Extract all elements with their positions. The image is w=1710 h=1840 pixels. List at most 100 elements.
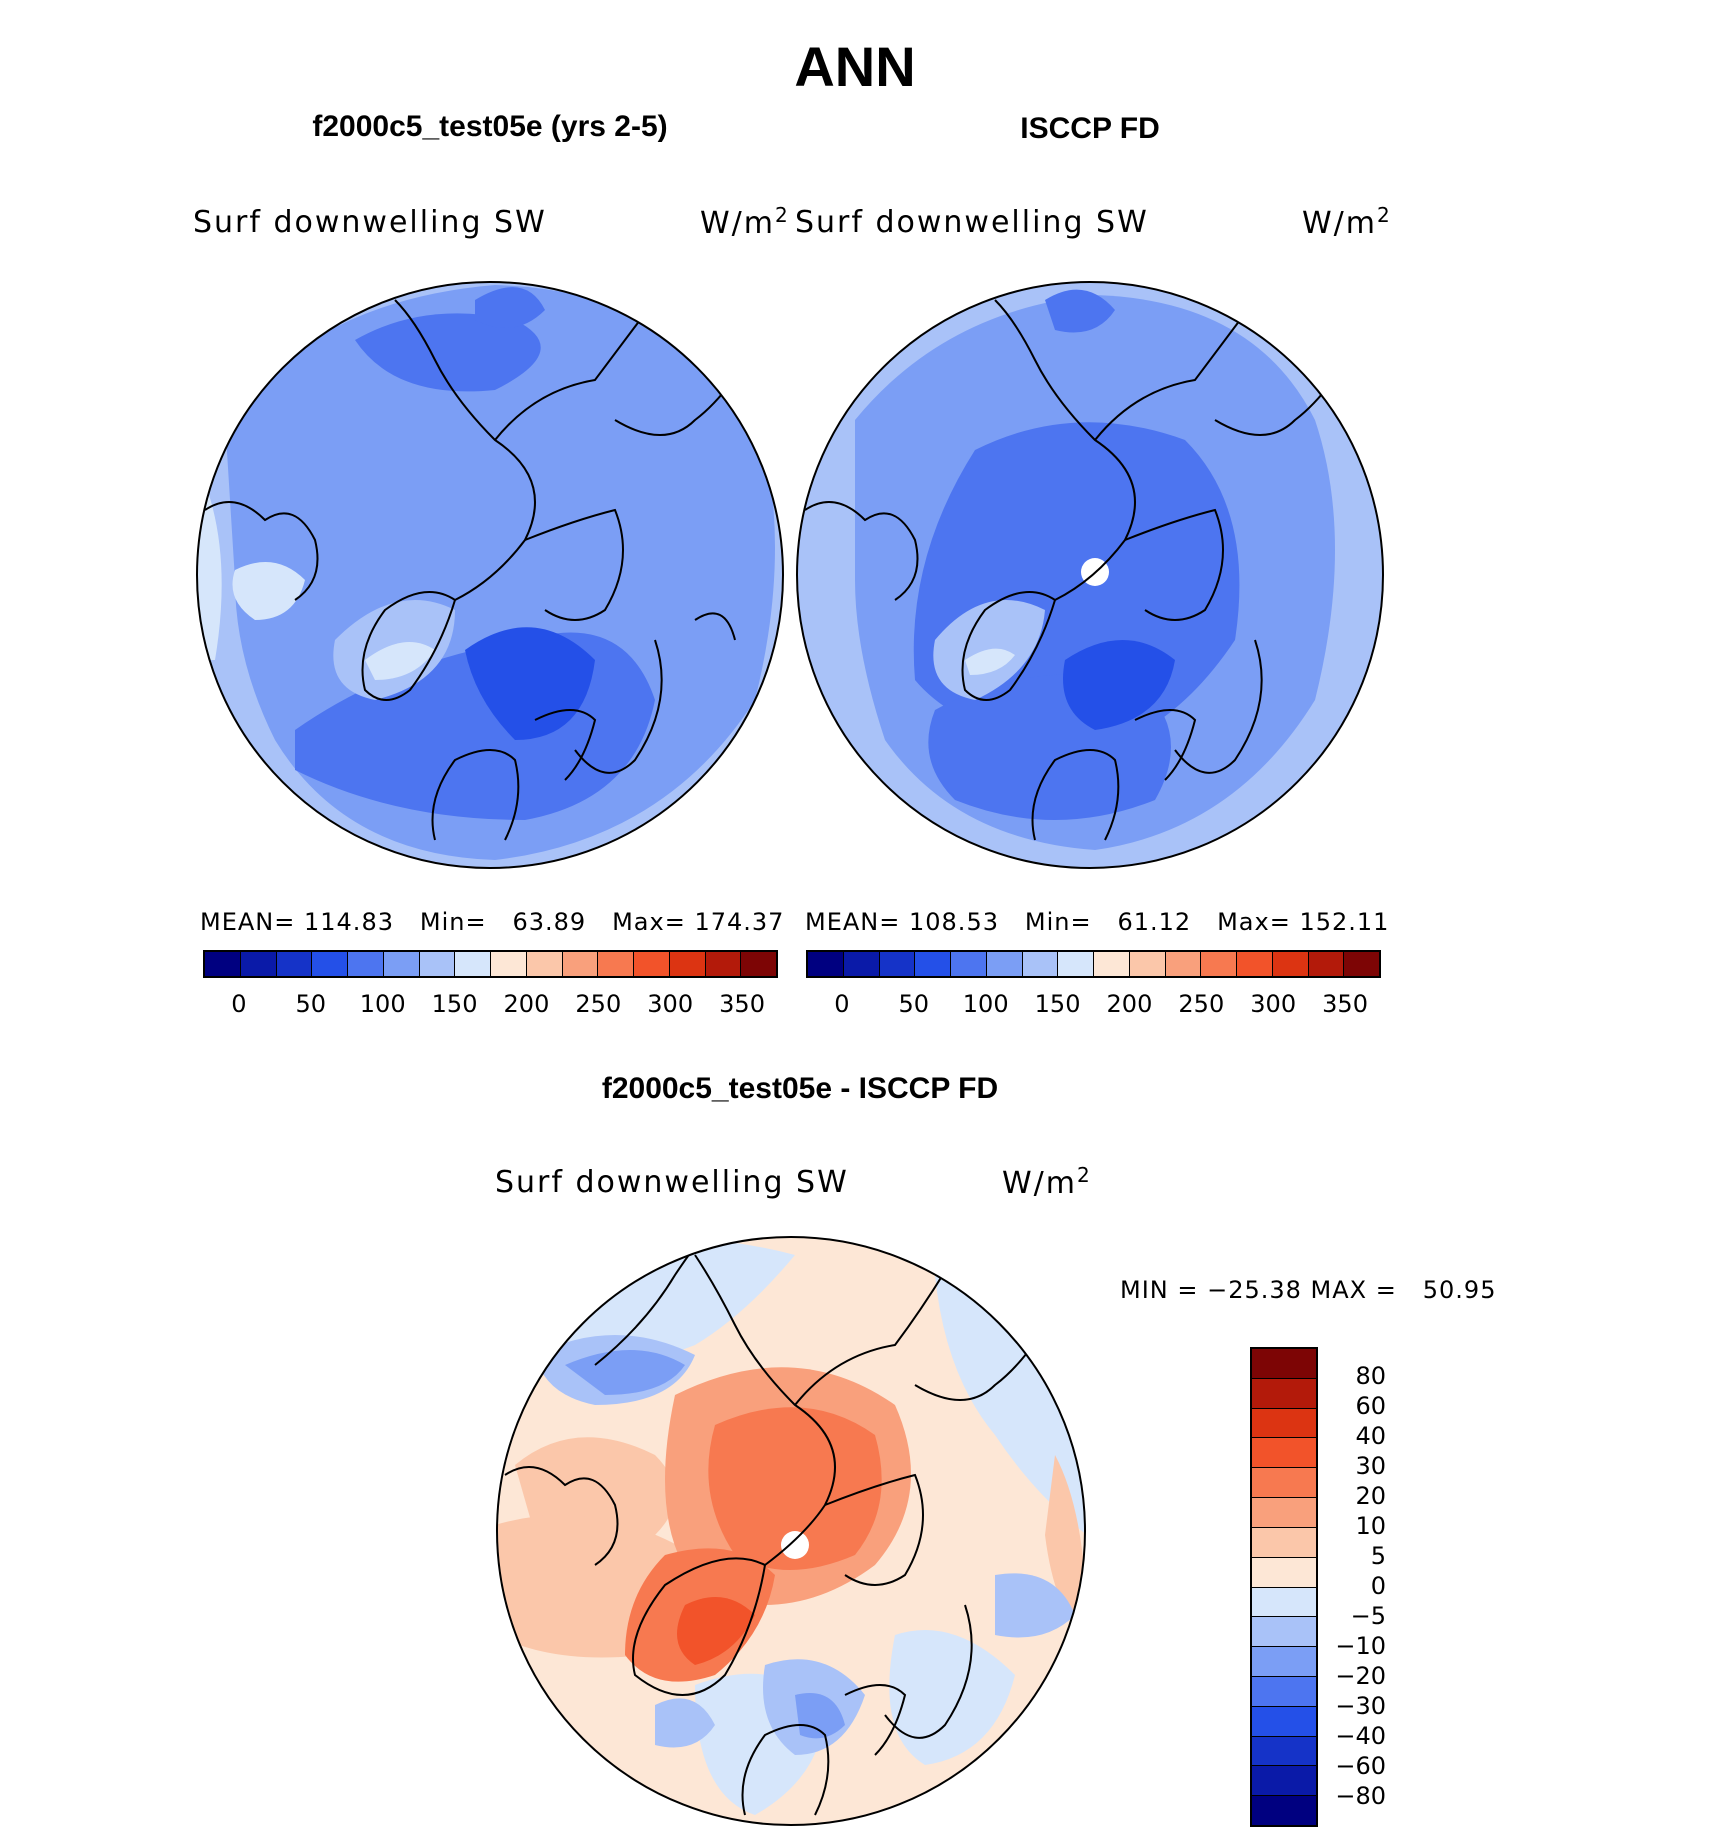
colorbar-swatch — [1252, 1468, 1316, 1499]
right-min-value: 61.12 — [1117, 908, 1192, 936]
colorbar-tick-label: 0 — [834, 990, 850, 1018]
colorbar-tick-label: 300 — [647, 990, 694, 1018]
colorbar-swatch — [1252, 1647, 1316, 1677]
left-panel-title: f2000c5_test05e (yrs 2-5) — [312, 110, 668, 143]
diff-max-value: 50.95 — [1422, 1276, 1497, 1304]
colorbar-tick-label: 100 — [962, 990, 1009, 1018]
colorbar-tick-label: 50 — [295, 990, 327, 1018]
left-polar-map — [196, 281, 784, 869]
colorbar-swatch — [455, 952, 491, 976]
colorbar-swatch — [1308, 952, 1345, 976]
colorbar-tick-label: 300 — [1250, 990, 1297, 1018]
left-mean-value: 114.83 — [304, 908, 394, 936]
colorbar-tick-label: 0 — [231, 990, 247, 1018]
colorbar-swatch — [705, 952, 742, 976]
colorbar-swatch — [1129, 952, 1166, 976]
colorbar-swatch — [1165, 952, 1202, 976]
colorbar-tick-label: −40 — [1335, 1722, 1386, 1750]
colorbar-swatch — [205, 952, 241, 976]
colorbar-tick-label: 60 — [1355, 1392, 1386, 1420]
colorbar-swatch — [526, 952, 563, 976]
colorbar-swatch — [741, 952, 776, 976]
colorbar-swatch — [808, 952, 844, 976]
colorbar-swatch — [240, 952, 277, 976]
colorbar-swatch — [348, 952, 384, 976]
right-variable-label: Surf downwelling SW — [795, 205, 1149, 240]
left-units-label: W/m2 — [700, 203, 790, 241]
colorbar-swatch — [843, 952, 880, 976]
colorbar-tick-label: 200 — [1106, 990, 1153, 1018]
colorbar-swatch — [1022, 952, 1059, 976]
colorbar-swatch — [1252, 1766, 1316, 1797]
colorbar-tick-label: −5 — [1350, 1602, 1386, 1630]
colorbar-tick-label: 5 — [1370, 1542, 1386, 1570]
colorbar-swatch — [1058, 952, 1094, 976]
colorbar-swatch — [1201, 952, 1237, 976]
colorbar-tick-label: 100 — [359, 990, 406, 1018]
right-max-value: 152.11 — [1299, 908, 1390, 936]
diff-variable-label: Surf downwelling SW — [495, 1165, 849, 1200]
colorbar-swatch — [1252, 1527, 1316, 1558]
left-variable-label: Surf downwelling SW — [193, 205, 547, 240]
right-polar-map — [796, 281, 1384, 869]
left-min-value: 63.89 — [512, 908, 587, 936]
colorbar-swatch — [1344, 952, 1379, 976]
diff-minmax: MIN = −25.38 MAX = 50.95 — [1120, 1276, 1497, 1304]
colorbar-swatch — [915, 952, 951, 976]
colorbar-tick-label: −60 — [1335, 1752, 1386, 1780]
right-colorbar — [806, 950, 1381, 978]
colorbar-tick-label: 10 — [1355, 1512, 1386, 1540]
colorbar-tick-label: 150 — [431, 990, 478, 1018]
colorbar-swatch — [1252, 1438, 1316, 1469]
colorbar-tick-label: 250 — [1178, 990, 1225, 1018]
colorbar-tick-label: 350 — [1322, 990, 1368, 1018]
colorbar-tick-label: 40 — [1355, 1422, 1386, 1450]
colorbar-swatch — [1252, 1349, 1316, 1379]
colorbar-swatch — [669, 952, 706, 976]
colorbar-tick-label: 200 — [503, 990, 550, 1018]
colorbar-tick-label: 250 — [575, 990, 622, 1018]
colorbar-swatch — [1252, 1617, 1316, 1648]
colorbar-tick-label: 150 — [1034, 990, 1081, 1018]
colorbar-tick-label: 50 — [898, 990, 930, 1018]
colorbar-swatch — [986, 952, 1023, 976]
colorbar-swatch — [1252, 1796, 1316, 1825]
right-mean-value: 108.53 — [909, 908, 999, 936]
colorbar-swatch — [491, 952, 527, 976]
colorbar-tick-label: −30 — [1335, 1692, 1386, 1720]
diff-panel-title: f2000c5_test05e - ISCCP FD — [601, 1072, 999, 1105]
colorbar-swatch — [1252, 1706, 1316, 1737]
colorbar-swatch — [1252, 1498, 1316, 1528]
colorbar-swatch — [951, 952, 987, 976]
colorbar-tick-label: 20 — [1355, 1482, 1386, 1510]
colorbar-tick-label: −20 — [1335, 1662, 1386, 1690]
colorbar-swatch — [562, 952, 599, 976]
left-stats: MEAN= 114.83 Min= 63.89 Max= 174.37 — [200, 908, 785, 936]
left-colorbar — [203, 950, 778, 978]
colorbar-swatch — [1252, 1676, 1316, 1707]
colorbar-swatch — [276, 952, 313, 976]
figure-title: ANN — [794, 35, 916, 98]
colorbar-swatch — [598, 952, 634, 976]
right-panel-title: ISCCP FD — [1020, 112, 1160, 145]
colorbar-tick-label: 350 — [719, 990, 765, 1018]
colorbar-swatch — [1252, 1736, 1316, 1767]
colorbar-tick-label: 30 — [1355, 1452, 1386, 1480]
colorbar-swatch — [1252, 1587, 1316, 1618]
colorbar-swatch — [634, 952, 670, 976]
colorbar-swatch — [383, 952, 420, 976]
colorbar-swatch — [312, 952, 348, 976]
colorbar-tick-label: 0 — [1370, 1572, 1386, 1600]
diff-polar-map — [496, 1236, 1086, 1826]
right-units-label: W/m2 — [1302, 203, 1392, 241]
right-stats: MEAN= 108.53 Min= 61.12 Max= 152.11 — [805, 908, 1390, 936]
colorbar-tick-label: 80 — [1355, 1362, 1386, 1390]
colorbar-swatch — [879, 952, 916, 976]
diff-units-label: W/m2 — [1002, 1163, 1092, 1201]
colorbar-swatch — [1272, 952, 1309, 976]
colorbar-swatch — [1237, 952, 1273, 976]
colorbar-swatch — [1252, 1557, 1316, 1588]
colorbar-swatch — [1252, 1378, 1316, 1409]
colorbar-tick-label: −10 — [1335, 1632, 1386, 1660]
colorbar-tick-label: −80 — [1335, 1782, 1386, 1810]
